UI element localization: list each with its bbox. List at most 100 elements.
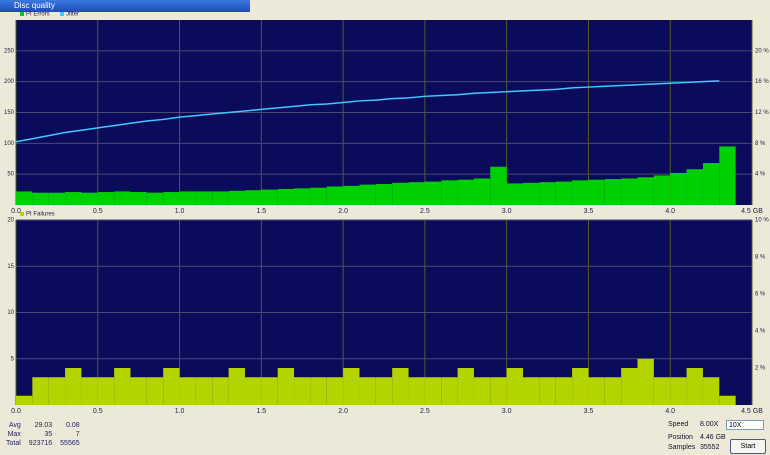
bar (163, 368, 180, 405)
bar (604, 377, 622, 405)
legend-swatch (20, 212, 24, 216)
x-tick-label: 3.0 (502, 408, 512, 415)
y2-tick-label: 2 % (755, 366, 766, 372)
bar (114, 368, 131, 405)
bar (294, 377, 311, 405)
stats-cell: 7 (75, 431, 80, 438)
bar (48, 377, 66, 405)
bar (523, 182, 540, 205)
x-tick-label: 0.0 (11, 408, 21, 415)
y-tick-label: 50 (7, 172, 14, 178)
legend-swatch (20, 12, 24, 16)
stats-cell: 923716 (28, 440, 53, 447)
x-tick-label: 3.0 (502, 208, 512, 215)
stats-cell: 35 (44, 431, 53, 438)
position-value: 4.46 GB (700, 434, 726, 441)
x-tick-label: 4.0 (665, 208, 675, 215)
legend-swatch (60, 12, 64, 16)
bar (604, 179, 622, 205)
bar (719, 146, 736, 205)
bar (686, 169, 703, 205)
bar (359, 377, 376, 405)
x-tick-label: 2.0 (338, 408, 348, 415)
bar (343, 368, 360, 405)
bar (473, 377, 491, 405)
bar (637, 358, 654, 405)
x-tick-label: 4.5 GB (741, 208, 763, 215)
bar (294, 188, 311, 205)
bar (130, 192, 147, 205)
stats-table: Avg 29.03 0.08 Max 35 7 Total 923716 55565 (4, 420, 88, 449)
y-tick-label: 200 (4, 79, 15, 85)
stats-cell: 55565 (60, 440, 80, 447)
bar (16, 395, 33, 405)
stats-row: Avg 29.03 0.08 (6, 422, 86, 429)
bar (65, 192, 82, 205)
bar (375, 377, 393, 405)
bar (506, 368, 524, 405)
bar (588, 377, 605, 405)
bar (588, 179, 605, 205)
speed-select[interactable]: 10X (726, 420, 764, 430)
samples-label: Samples (668, 444, 696, 451)
bar (228, 190, 245, 205)
stats-cell: Total (6, 440, 21, 447)
bar (261, 189, 278, 205)
y2-tick-label: 4 % (755, 329, 766, 335)
stats-cell: Avg (8, 422, 21, 429)
bar (65, 368, 82, 405)
chart-area: 0.0 0.5 1.0 1.5 2.0 2.5 3.0 3.5 4.0 4.5 GB 50 100 15… (4, 12, 769, 415)
y2-tick-label: 12 % (755, 110, 769, 116)
y2-tick-label: 8 % (755, 255, 766, 261)
bar (97, 377, 115, 405)
window-tab[interactable]: Disc quality (0, 0, 250, 12)
bar (670, 377, 687, 405)
legend-label: PI Failures (26, 212, 55, 218)
x-tick-label: 2.5 (420, 408, 430, 415)
y2-tick-label: 6 % (755, 292, 766, 298)
bar (555, 181, 573, 205)
bar (359, 184, 376, 205)
y2-tick-label: 10 % (755, 218, 769, 224)
bar (441, 180, 458, 205)
x-tick-label: 0.5 (93, 408, 103, 415)
stats-cell: 0.08 (66, 422, 80, 429)
x-tick-label: 0.0 (11, 208, 21, 215)
bar (261, 377, 278, 405)
bar (653, 175, 671, 205)
x-tick-label: 3.5 (584, 408, 594, 415)
bar (130, 377, 147, 405)
bar (343, 185, 360, 205)
legend-label: Jitter (66, 12, 79, 18)
bar (670, 172, 687, 205)
bar (228, 368, 245, 405)
speed-value: 8.00X (700, 421, 719, 428)
bar (408, 182, 425, 205)
y2-tick-label: 8 % (755, 141, 766, 147)
x-tick-label: 1.0 (175, 208, 185, 215)
bar (32, 192, 49, 205)
bar (621, 178, 638, 205)
bar (506, 183, 524, 205)
bar (392, 368, 409, 405)
bar (539, 377, 556, 405)
y-tick-label: 10 (7, 310, 14, 316)
bar (146, 377, 164, 405)
y-tick-label: 100 (4, 141, 15, 147)
x-tick-label: 4.0 (665, 408, 675, 415)
bar (490, 377, 507, 405)
bar (702, 377, 720, 405)
start-button[interactable]: Start (730, 439, 766, 454)
bar (163, 192, 180, 205)
x-tick-label: 1.5 (256, 208, 266, 215)
jitter-line (15, 80, 720, 143)
y2-tick-label: 20 % (755, 48, 769, 54)
bar (179, 377, 196, 405)
bar (310, 377, 327, 405)
bar (212, 191, 229, 205)
x-tick-label: 2.0 (338, 208, 348, 215)
bar (212, 377, 229, 405)
legend-label: PI Errors (26, 12, 50, 18)
bar (457, 368, 474, 405)
